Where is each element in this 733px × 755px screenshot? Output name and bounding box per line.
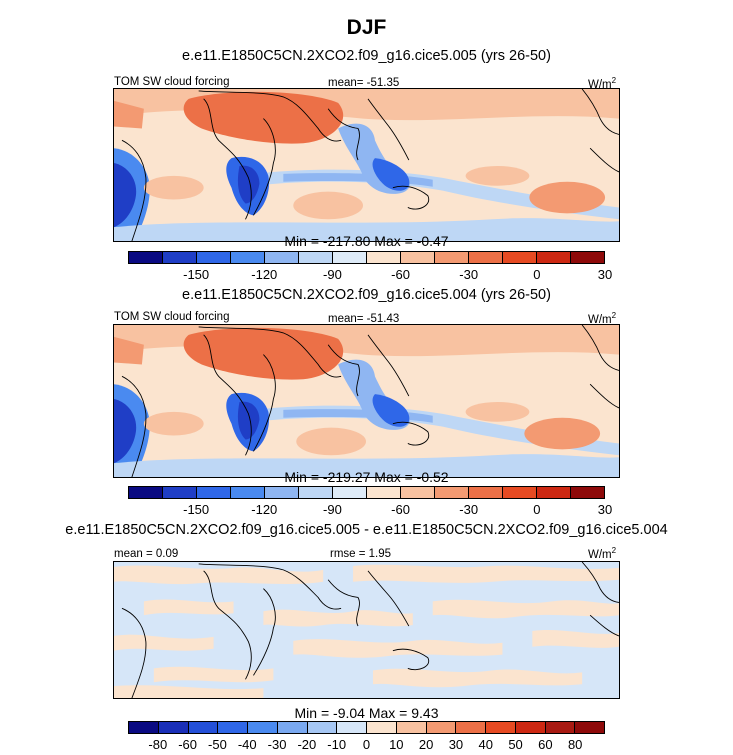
colorbar-swatch (537, 487, 571, 498)
colorbar-tick-label: -80 (148, 737, 168, 752)
colorbar-swatch (571, 487, 604, 498)
colorbar-swatch (299, 487, 333, 498)
colorbar-swatch (575, 722, 604, 733)
colorbar-swatch (426, 722, 457, 733)
panel-2-colorbar-ticks: -150 -120 -90 -60 -30 0 30 (128, 502, 612, 520)
colorbar-tick-label: 60 (538, 737, 553, 752)
colorbar-swatch (503, 252, 537, 263)
colorbar-tick-label: 0 (362, 737, 371, 752)
colorbar-swatch (307, 722, 338, 733)
colorbar-swatch (265, 487, 299, 498)
colorbar-tick-label: 10 (389, 737, 404, 752)
colorbar-swatch (486, 722, 516, 733)
panel-2-title: e.e11.E1850C5CN.2XCO2.f09_g16.cice5.004 … (182, 287, 551, 303)
colorbar-swatch (469, 252, 503, 263)
colorbar-tick-label: -90 (323, 502, 342, 517)
colorbar-tick-label: 40 (478, 737, 493, 752)
colorbar-swatch (396, 722, 427, 733)
panel-3-mean-label: mean = 0.09 (114, 548, 179, 560)
colorbar-swatch (435, 487, 469, 498)
colorbar-swatch (163, 487, 197, 498)
colorbar-swatch (218, 722, 248, 733)
colorbar-swatch (333, 252, 367, 263)
panel-2-variable-label: TOM SW cloud forcing (114, 311, 230, 323)
panel-1-units: W/m2 (588, 76, 617, 91)
colorbar-swatch (367, 252, 401, 263)
panel-2-units: W/m2 (588, 311, 617, 326)
colorbar-swatch (231, 252, 265, 263)
colorbar-tick-label: 30 (597, 267, 613, 282)
panel-1-mean-label: mean= -51.35 (328, 77, 400, 89)
panel-3-colorbar (128, 721, 605, 734)
colorbar-swatch (337, 722, 367, 733)
colorbar-swatch (333, 487, 367, 498)
panel-3-minmax: Min = -9.04 Max = 9.43 (294, 705, 439, 721)
colorbar-tick-label: 80 (567, 737, 583, 752)
colorbar-swatch (197, 252, 231, 263)
colorbar-swatch (469, 487, 503, 498)
colorbar-tick-label: -60 (391, 502, 410, 517)
colorbar-tick-label: 20 (418, 737, 434, 752)
colorbar-swatch (231, 487, 265, 498)
panel-1-map (113, 88, 620, 242)
panel-2-map (113, 324, 620, 478)
panel-2-minmax: Min = -219.27 Max = -0.52 (284, 469, 449, 485)
colorbar-tick-label: 50 (508, 737, 523, 752)
colorbar-tick-label: -40 (237, 737, 257, 752)
colorbar-tick-label: -50 (208, 737, 227, 752)
colorbar-swatch (129, 722, 159, 733)
panel-3-colorbar-ticks: -80 -60 -50 -40 -30 -20 -10 0 10 20 30 40 50 60 80 (128, 737, 605, 755)
colorbar-tick-label: -150 (183, 502, 210, 517)
colorbar-swatch (367, 487, 401, 498)
colorbar-tick-label: 0 (533, 267, 541, 282)
colorbar-swatch (545, 722, 576, 733)
colorbar-tick-label: -120 (251, 267, 278, 282)
colorbar-tick-label: -30 (459, 502, 479, 517)
panel-3-map (113, 561, 620, 699)
colorbar-tick-label: 0 (533, 502, 541, 517)
colorbar-swatch (129, 252, 163, 263)
panel-1-variable-label: TOM SW cloud forcing (114, 76, 230, 88)
colorbar-swatch (188, 722, 219, 733)
colorbar-swatch (299, 252, 333, 263)
colorbar-tick-label: -30 (267, 737, 287, 752)
panel-2-mean-label: mean= -51.43 (328, 313, 400, 325)
colorbar-tick-label: -60 (178, 737, 198, 752)
panel-1-minmax: Min = -217.80 Max = -0.47 (284, 233, 449, 249)
colorbar-swatch (515, 722, 546, 733)
figure-title: DJF (346, 16, 387, 39)
panel-3-title: e.e11.E1850C5CN.2XCO2.f09_g16.cice5.005 … (65, 522, 668, 538)
colorbar-swatch (401, 252, 435, 263)
colorbar-tick-label: -10 (327, 737, 347, 752)
colorbar-tick-label: 30 (597, 502, 613, 517)
colorbar-swatch (197, 487, 231, 498)
colorbar-swatch (265, 252, 299, 263)
colorbar-swatch (277, 722, 308, 733)
colorbar-tick-label: -60 (391, 267, 410, 282)
panel-2-colorbar (128, 486, 605, 499)
colorbar-tick-label: -120 (251, 502, 278, 517)
panel-3-rmse-label: rmse = 1.95 (330, 548, 392, 560)
colorbar-tick-label: -150 (183, 267, 210, 282)
colorbar-tick-label: -30 (459, 267, 479, 282)
colorbar-swatch (129, 487, 163, 498)
colorbar-swatch (537, 252, 571, 263)
colorbar-swatch (435, 252, 469, 263)
panel-1-colorbar-ticks: -150 -120 -90 -60 -30 0 30 (128, 267, 612, 285)
colorbar-swatch (456, 722, 486, 733)
colorbar-swatch (158, 722, 189, 733)
panel-3-units: W/m2 (588, 546, 617, 561)
colorbar-tick-label: -20 (297, 737, 317, 752)
colorbar-swatch (248, 722, 278, 733)
colorbar-swatch (503, 487, 537, 498)
panel-1-colorbar (128, 251, 605, 264)
colorbar-tick-label: -90 (323, 267, 342, 282)
colorbar-swatch (571, 252, 604, 263)
colorbar-swatch (367, 722, 397, 733)
panel-1-title: e.e11.E1850C5CN.2XCO2.f09_g16.cice5.005 … (182, 48, 551, 64)
colorbar-tick-label: 30 (448, 737, 464, 752)
colorbar-swatch (401, 487, 435, 498)
colorbar-swatch (163, 252, 197, 263)
